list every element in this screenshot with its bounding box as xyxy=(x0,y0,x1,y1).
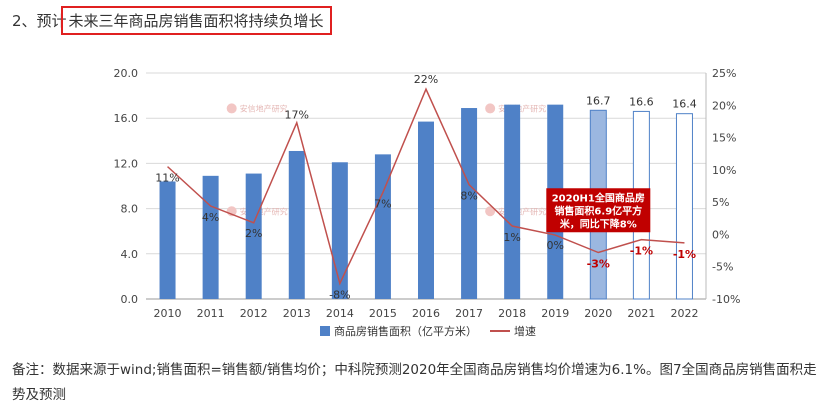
x-tick: 2019 xyxy=(541,307,569,320)
watermark-logo xyxy=(485,206,496,217)
legend-line-label: 增速 xyxy=(514,324,536,338)
line-label: -8% xyxy=(329,289,350,302)
annotation-text: 米，同比下降8% xyxy=(560,217,637,230)
bar-label: 16.7 xyxy=(586,94,611,107)
line-label: 11% xyxy=(155,172,179,185)
x-tick: 2017 xyxy=(455,307,483,320)
watermark-text: 安信地产研究 xyxy=(240,206,288,216)
y-left-tick: 4.0 xyxy=(121,248,139,261)
y-right-tick: -5% xyxy=(712,261,733,274)
line-label: 0% xyxy=(547,239,564,252)
x-tick: 2021 xyxy=(627,307,655,320)
annotation-text: 销售面积6.9亿平方 xyxy=(554,204,642,217)
bar-2011 xyxy=(202,175,219,299)
y-left-tick: 0.0 xyxy=(121,293,139,306)
annotation-box xyxy=(546,188,651,233)
line-label: 4% xyxy=(202,211,219,224)
line-label: 17% xyxy=(285,109,309,122)
chart-note: 备注：数据来源于wind;销售面积=销售额/销售均价；中科院预测2020年全国商… xyxy=(12,362,817,403)
heading-prefix: 2、预计 xyxy=(12,12,67,30)
bar-2015 xyxy=(374,154,391,299)
bar-2016 xyxy=(418,121,434,299)
bar-2022 xyxy=(675,113,693,300)
annotation-text: 2020H1全国商品房 xyxy=(552,191,645,204)
bar-2018 xyxy=(504,104,521,299)
bar-2013 xyxy=(288,150,305,299)
x-tick: 2016 xyxy=(412,307,440,320)
section-heading: 2、预计 未来三年商品房销售面积将持续负增长 xyxy=(12,6,332,35)
sales-area-chart: 0.0 4.0 8.0 12.0 16.0 20.0 -10% -5% 0% 5% 10% 15% 20… xyxy=(114,67,741,338)
x-tick: 2015 xyxy=(369,307,397,320)
y-right-tick: 10% xyxy=(712,164,736,177)
watermark-logo xyxy=(485,103,496,114)
watermark-text: 安信地产研究 xyxy=(498,206,546,216)
watermark-logo xyxy=(226,103,237,114)
line-label: 1% xyxy=(503,231,520,244)
y-right-tick: 5% xyxy=(712,196,729,209)
y-left-tick: 12.0 xyxy=(114,157,139,170)
line-label: 2% xyxy=(245,227,262,240)
line-label: 22% xyxy=(414,73,438,86)
y-left-tick: 8.0 xyxy=(121,203,139,216)
y-right-tick: 25% xyxy=(712,67,736,80)
line-label: -3% xyxy=(587,258,610,271)
bar-2014 xyxy=(331,162,348,299)
line-label: -1% xyxy=(630,245,653,258)
watermark-text: 安信地产研究 xyxy=(240,103,288,113)
line-label: 8% xyxy=(460,190,477,203)
x-tick: 2012 xyxy=(240,307,268,320)
legend-bar-label: 商品房销售面积（亿平方米） xyxy=(334,324,477,338)
bar-2012 xyxy=(245,173,262,299)
y-right-tick: -10% xyxy=(712,293,740,306)
bar-label: 16.4 xyxy=(672,98,697,111)
bar-2010 xyxy=(159,181,176,299)
watermark-text: 安信地产研究 xyxy=(498,103,546,113)
y-right-tick: 0% xyxy=(712,228,729,241)
heading-highlight: 未来三年商品房销售面积将持续负增长 xyxy=(60,6,332,35)
y-right-tick: 20% xyxy=(712,99,736,112)
x-tick: 2013 xyxy=(283,307,311,320)
y-right-tick: 15% xyxy=(712,132,736,145)
y-left-tick: 16.0 xyxy=(114,112,139,125)
x-tick: 2014 xyxy=(326,307,354,320)
x-tick: 2022 xyxy=(670,307,698,320)
x-tick: 2020 xyxy=(584,307,612,320)
legend-bar-swatch xyxy=(320,326,330,336)
growth-line xyxy=(167,87,685,286)
bar-label: 16.6 xyxy=(629,95,654,108)
y-left-tick: 20.0 xyxy=(114,67,139,80)
x-tick: 2018 xyxy=(498,307,526,320)
x-tick: 2010 xyxy=(154,307,182,320)
line-label: -1% xyxy=(673,248,696,261)
bar-2017 xyxy=(461,108,478,299)
line-label: 7% xyxy=(374,197,391,210)
chart-container: 0.0 4.0 8.0 12.0 16.0 20.0 -10% -5% 0% 5% 10% 15% 20… xyxy=(100,56,770,346)
x-tick: 2011 xyxy=(197,307,225,320)
